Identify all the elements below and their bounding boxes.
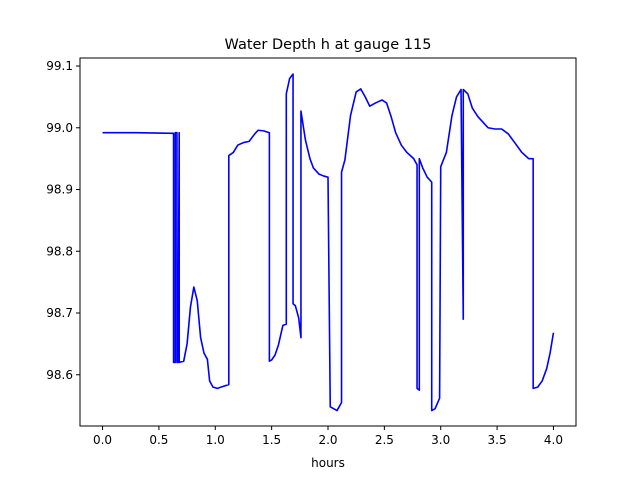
x-tick-label: 0.5 bbox=[149, 433, 168, 447]
y-tick-label: 98.7 bbox=[46, 306, 73, 320]
y-tick-label: 98.9 bbox=[46, 183, 73, 197]
x-tick-label: 2.5 bbox=[375, 433, 394, 447]
x-tick-label: 3.5 bbox=[488, 433, 507, 447]
x-tick-label: 1.5 bbox=[262, 433, 281, 447]
y-tick-label: 99.1 bbox=[46, 59, 73, 73]
x-tick-label: 0.0 bbox=[93, 433, 112, 447]
x-tick-label: 2.0 bbox=[318, 433, 337, 447]
x-tick-label: 1.0 bbox=[206, 433, 225, 447]
x-axis-label: hours bbox=[311, 456, 345, 470]
y-tick-label: 98.6 bbox=[46, 368, 73, 382]
y-tick-label: 98.8 bbox=[46, 244, 73, 258]
x-tick-label: 4.0 bbox=[544, 433, 563, 447]
x-tick-label: 3.0 bbox=[431, 433, 450, 447]
chart-title: Water Depth h at gauge 115 bbox=[225, 37, 432, 53]
series-line-0 bbox=[102, 73, 555, 412]
y-tick-label: 99.0 bbox=[46, 121, 73, 135]
